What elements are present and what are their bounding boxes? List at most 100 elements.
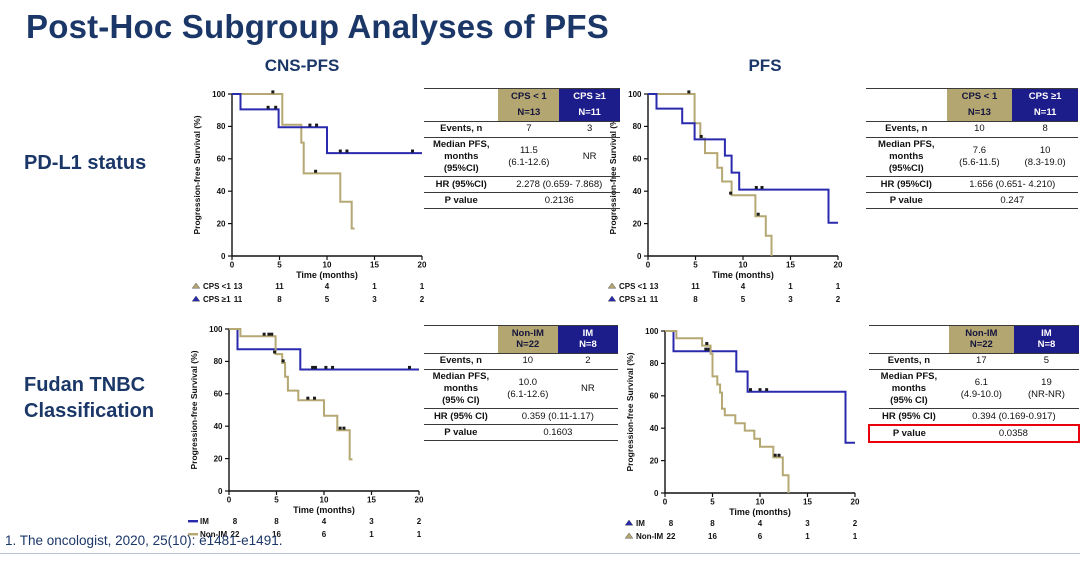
at-risk-series-name: CPS ≥1 <box>203 295 231 304</box>
km-curve-CPS <1 <box>232 93 355 230</box>
censor-mark <box>338 426 342 430</box>
subgroup-result-table: Non-IM N=22 IM N=8 Events, n 10 2 Median PFS, mo… <box>424 325 618 441</box>
table-row: HR (95%CI) 2.278 (0.659- 7.868) <box>424 176 620 194</box>
at-risk-count: 1 <box>788 282 793 291</box>
y-tick-label: 80 <box>217 122 226 131</box>
value-cell: 11.5 (6.1-12.6) <box>498 137 560 178</box>
row-label-pdl1-status: PD-L1 status <box>24 152 147 174</box>
y-tick-label: 80 <box>633 122 642 131</box>
row-label-cell: Median PFS, months (95% CI) <box>424 369 498 410</box>
row-label-cell: P value <box>424 192 499 209</box>
x-tick-label: 10 <box>320 496 329 505</box>
x-tick-label: 20 <box>834 261 843 270</box>
censor-mark <box>773 453 777 457</box>
y-tick-label: 60 <box>633 155 642 164</box>
censor-mark <box>267 332 271 336</box>
value-cell: 7.6 (5.6-11.5) <box>946 137 1013 178</box>
x-tick-label: 15 <box>803 498 812 507</box>
x-tick-label: 5 <box>710 498 715 507</box>
at-risk-count: 1 <box>420 282 425 291</box>
km-plot-pdl1-pfs: 0 5 10 15 20 0 20 40 60 80 100 Progression-free Sur… <box>603 86 853 312</box>
table-row: HR (95% CI) 0.394 (0.169-0.917) <box>869 408 1079 426</box>
at-risk-count: 1 <box>836 282 841 291</box>
value-cell-span: 0.2136 <box>498 192 620 209</box>
value-cell-span: 0.247 <box>946 192 1078 209</box>
row-label-cell: P value <box>424 424 498 441</box>
y-tick-label: 0 <box>637 252 642 261</box>
y-tick-label: 40 <box>214 422 223 431</box>
censor-mark <box>699 134 703 138</box>
at-risk-count: 3 <box>788 295 793 304</box>
y-tick-label: 100 <box>645 327 659 336</box>
result-table-pdl1-cnspfs: CPS < 1 N=13 CPS ≥1 N=11 Events, n 7 3 Median P… <box>424 88 620 209</box>
km-curve-CPS ≥1 <box>648 93 838 224</box>
row-label-cell: Events, n <box>424 353 498 370</box>
legend-triangle-marker <box>624 519 634 526</box>
axis-frame <box>664 331 855 494</box>
x-tick-label: 5 <box>274 496 279 505</box>
x-tick-label: 0 <box>230 261 235 270</box>
at-risk-count: 8 <box>669 519 674 528</box>
censor-mark <box>707 347 711 351</box>
at-risk-count: 1 <box>372 282 377 291</box>
at-risk-count: 1 <box>853 532 858 541</box>
censor-mark <box>345 149 349 153</box>
y-tick-label: 0 <box>218 487 223 496</box>
at-risk-series-name: CPS <1 <box>203 282 231 291</box>
at-risk-count: 4 <box>322 517 327 526</box>
at-risk-count: 6 <box>322 530 327 539</box>
censor-mark <box>324 365 328 369</box>
group-header-cell: CPS < 1 N=13 <box>498 88 560 122</box>
value-cell-span: 0.394 (0.169-0.917) <box>948 408 1079 426</box>
legend-line-marker <box>188 533 198 536</box>
km-curve-Non-IM <box>665 330 790 493</box>
x-tick-label: 5 <box>277 261 282 270</box>
axis-frame <box>647 94 838 257</box>
x-tick-label: 0 <box>646 261 651 270</box>
x-tick-label: 15 <box>367 496 376 505</box>
y-tick-label: 20 <box>633 219 642 228</box>
y-tick-label: 20 <box>214 454 223 463</box>
y-tick-label: 80 <box>214 357 223 366</box>
value-cell-span: 0.0358 <box>948 424 1080 443</box>
censor-mark <box>266 105 270 109</box>
y-tick-label: 80 <box>650 359 659 368</box>
value-cell: 2 <box>557 353 618 370</box>
censor-mark <box>749 388 752 392</box>
x-tick-label: 0 <box>227 496 232 505</box>
censor-mark <box>270 332 274 336</box>
y-axis-label: Progression-free Survival (%) <box>192 115 202 234</box>
value-cell: 7 <box>498 121 560 138</box>
x-tick-label: 20 <box>418 261 427 270</box>
row-label-cell: HR (95% CI) <box>424 408 498 426</box>
subgroup-result-table: Non-IM N=22 IM N=8 Events, n 17 5 Median PFS, mo… <box>868 325 1080 443</box>
result-table-fudan-pfs: Non-IM N=22 IM N=8 Events, n 17 5 Median PFS, mo… <box>868 325 1080 443</box>
table-corner-cell <box>869 325 949 354</box>
table-row: Median PFS, months (95%CI) 7.6 (5.6-11.5) 10(… <box>866 137 1078 178</box>
row-label-cell: Events, n <box>866 121 947 138</box>
x-tick-label: 10 <box>323 261 332 270</box>
censor-mark <box>262 332 266 336</box>
at-risk-count: 8 <box>277 295 282 304</box>
censor-mark <box>758 388 762 392</box>
y-tick-label: 100 <box>209 325 223 334</box>
table-corner-cell <box>424 325 498 354</box>
row-label-cell: HR (95% CI) <box>869 408 949 426</box>
group-header-cell: IM N=8 <box>557 325 618 354</box>
censor-mark <box>338 149 342 153</box>
row-label-cell: Median PFS, months (95% CI) <box>869 369 949 410</box>
censor-mark <box>729 191 733 195</box>
value-cell-span: 1.656 (0.651- 4.210) <box>946 176 1078 194</box>
x-tick-label: 20 <box>851 498 860 507</box>
table-row: Median PFS, months (95%CI) 11.5 (6.1-12.6) NR <box>424 137 620 178</box>
at-risk-count: 1 <box>417 530 422 539</box>
at-risk-count: 8 <box>274 517 279 526</box>
at-risk-count: 1 <box>805 532 810 541</box>
at-risk-count: 8 <box>693 295 698 304</box>
value-cell: NR <box>559 137 620 178</box>
at-risk-count: 2 <box>853 519 858 528</box>
x-tick-label: 5 <box>693 261 698 270</box>
table-row: Median PFS, months (95% CI) 6.1 (4.9-10.0) 19… <box>869 369 1079 410</box>
